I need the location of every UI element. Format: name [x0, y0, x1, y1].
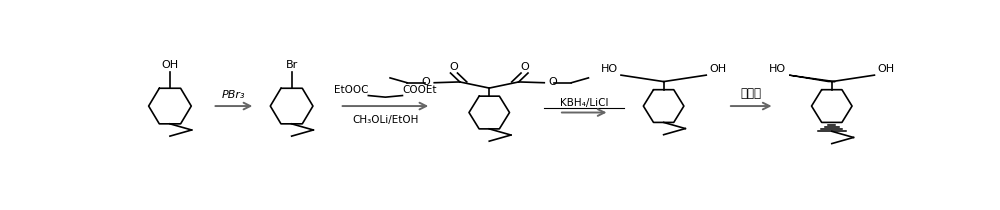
Text: O: O: [548, 77, 557, 87]
Text: PBr₃: PBr₃: [222, 90, 246, 100]
Text: Br: Br: [286, 60, 298, 71]
Text: KBH₄/LiCl: KBH₄/LiCl: [560, 98, 608, 108]
Text: OH: OH: [161, 60, 179, 71]
Text: OH: OH: [709, 64, 726, 74]
Text: OH: OH: [878, 64, 895, 74]
Text: O: O: [521, 62, 529, 72]
Text: O: O: [449, 62, 458, 72]
Text: CH₃OLi/EtOH: CH₃OLi/EtOH: [352, 115, 419, 125]
Text: HO: HO: [601, 64, 618, 74]
Text: HO: HO: [769, 64, 786, 74]
Text: O: O: [422, 77, 430, 87]
Text: EtOOC: EtOOC: [334, 85, 368, 95]
Polygon shape: [789, 75, 835, 82]
Text: 重结晶: 重结晶: [741, 87, 762, 100]
Text: COOEt: COOEt: [402, 85, 437, 95]
